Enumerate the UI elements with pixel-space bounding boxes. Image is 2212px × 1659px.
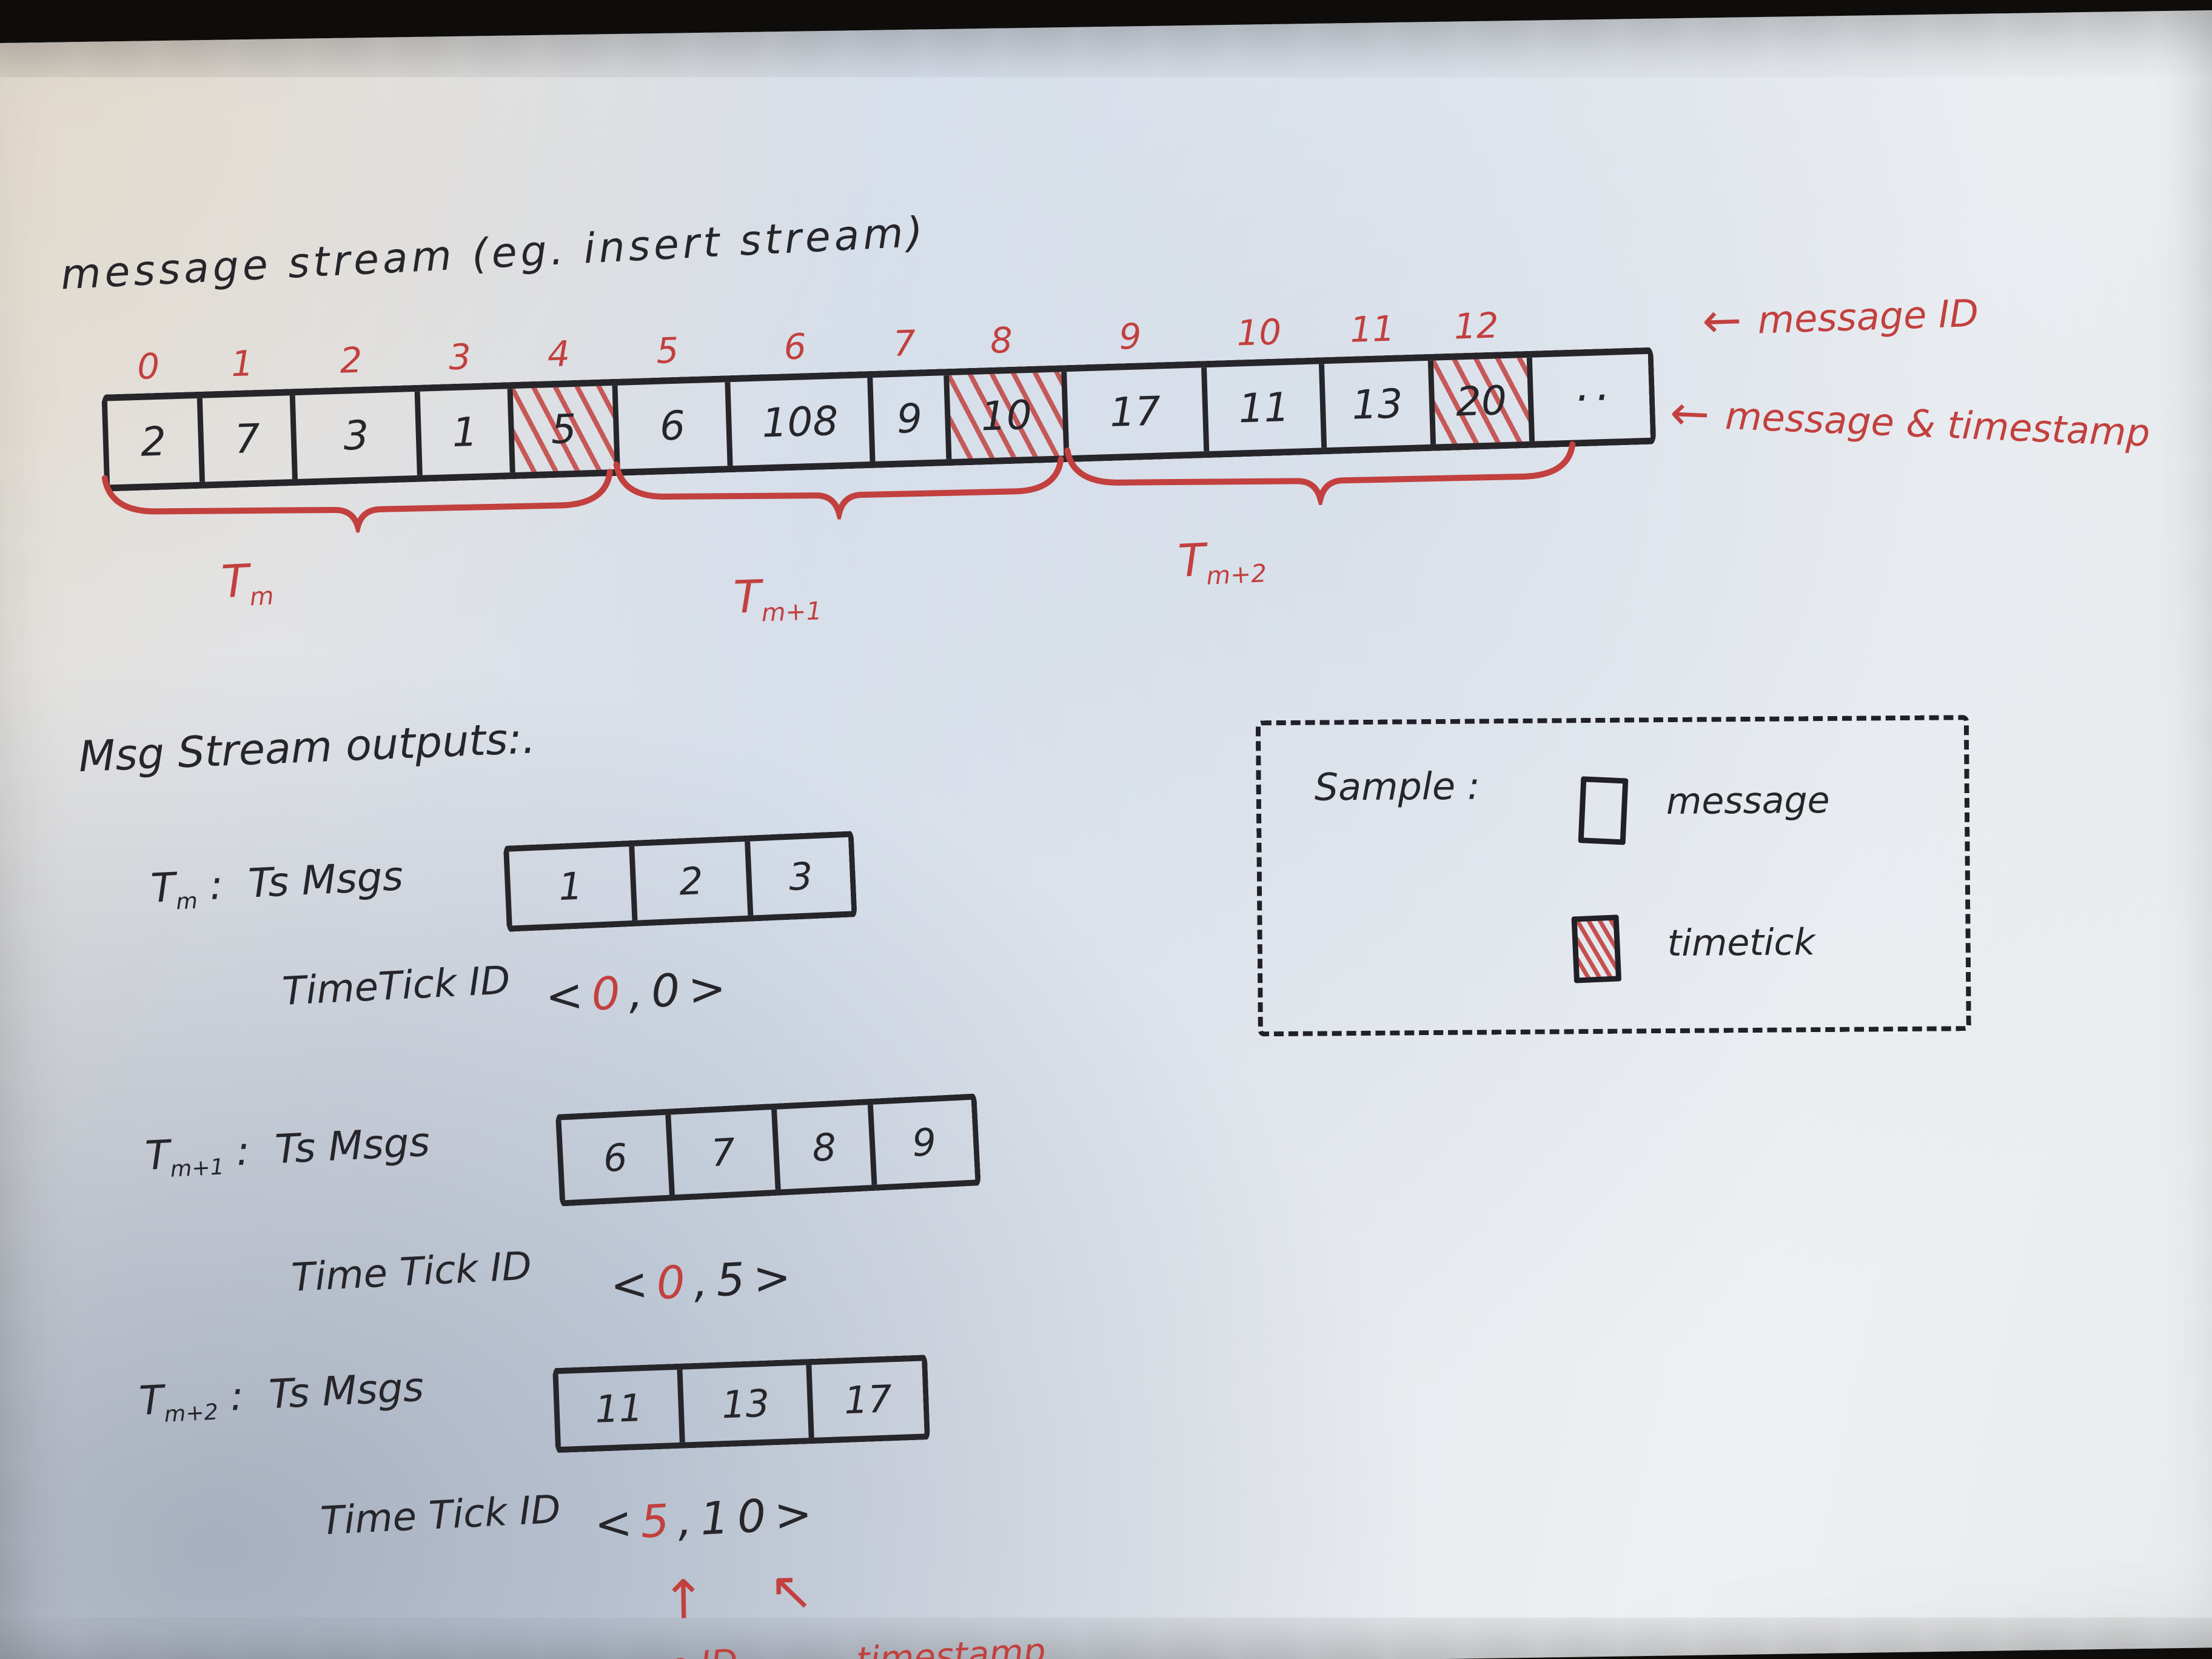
tick-value-tm: <0,0> xyxy=(544,961,736,1024)
message-swatch-icon xyxy=(1578,776,1629,845)
pointer-label-timestamp: timestamp xyxy=(855,1630,1047,1659)
stream-index: 1 xyxy=(230,343,255,385)
output-row-label-tm1: Tm+1 : Ts Msgs xyxy=(144,1118,431,1182)
page-title: message stream (eg. insert stream) xyxy=(59,208,928,300)
stream-cell-timetick: 20 xyxy=(1427,357,1530,444)
msgs-array-tm2: 11 13 17 xyxy=(552,1355,930,1453)
array-cell: 9 xyxy=(867,1099,976,1185)
stream-index: 12 xyxy=(1453,304,1500,347)
timetick-swatch-icon xyxy=(1571,914,1622,984)
stream-index: 7 xyxy=(893,322,917,364)
up-arrow-icon: ↑ xyxy=(660,1568,706,1632)
array-cell: 2 xyxy=(629,841,748,921)
tick-value-tm2: <5,10> xyxy=(593,1487,822,1551)
stream-cell-timetick: 10 xyxy=(943,372,1064,460)
tick-label-tm1: Time Tick ID xyxy=(290,1244,533,1301)
stream-index: 10 xyxy=(1236,311,1282,354)
array-cell: 6 xyxy=(555,1114,669,1201)
output-row-label-tm2: Tm+2 : Ts Msgs xyxy=(138,1363,425,1427)
window-label-tm: Tm xyxy=(220,555,275,612)
array-cell: 7 xyxy=(665,1110,776,1195)
stream-index: 0 xyxy=(136,345,161,387)
stream-index: 5 xyxy=(655,329,680,372)
stream-cell: 11 xyxy=(1201,364,1322,452)
legend-box: Sample : message timetick xyxy=(1255,715,1971,1037)
stream-cell: 9 xyxy=(867,375,947,462)
stream-index: 9 xyxy=(1118,315,1142,358)
left-arrow-icon: ← xyxy=(1701,293,1743,349)
array-cell: 3 xyxy=(745,837,852,916)
tick-label-tm2: Time Tick ID xyxy=(319,1487,562,1544)
brace-icon-tm2 xyxy=(1064,441,1576,509)
array-cell: 8 xyxy=(771,1105,872,1190)
stream-index: 11 xyxy=(1349,307,1396,350)
window-label-tm1: Tm+1 xyxy=(732,571,823,628)
left-arrow-icon: ← xyxy=(1669,386,1711,442)
up-left-arrow-icon: ↖ xyxy=(768,1559,814,1623)
stream-annotation-message-id: ← message ID xyxy=(1701,290,1980,349)
legend-item-label: timetick xyxy=(1667,921,1815,965)
stream-cell: 17 xyxy=(1061,367,1204,456)
stream-index: 4 xyxy=(546,333,571,375)
outputs-heading: Msg Stream outputs:. xyxy=(78,713,537,782)
stream-cell: 6 xyxy=(612,382,728,469)
brace-icon-tm xyxy=(101,469,613,537)
tick-value-tm1: <0,5> xyxy=(609,1250,801,1312)
array-cell: 1 xyxy=(503,846,632,926)
stream-index: 2 xyxy=(339,339,363,381)
msgs-array-tm: 1 2 3 xyxy=(503,831,857,932)
legend-item-label: message xyxy=(1666,779,1830,823)
msgs-array-tm1: 6 7 8 9 xyxy=(555,1093,981,1207)
tick-label-tm: TimeTick ID xyxy=(281,958,512,1014)
stream-cell: 1 xyxy=(414,389,510,475)
window-label-tm2: Tm+2 xyxy=(1176,534,1268,591)
pointer-label-message-id: message ID xyxy=(530,1641,739,1659)
stream-index: 6 xyxy=(783,326,807,368)
stream-index-spacer xyxy=(1524,281,1653,351)
stream-cell: 108 xyxy=(725,378,870,466)
stream-cell: 3 xyxy=(289,391,417,480)
array-cell: 17 xyxy=(806,1361,925,1438)
array-cell: 13 xyxy=(677,1365,809,1443)
stream-annotation-message-timestamp: ← message & timestamp xyxy=(1669,386,2151,455)
brace-icon-tm1 xyxy=(613,456,1064,523)
stream-cell: 7 xyxy=(196,395,292,482)
output-row-label-tm: Tm : Ts Msgs xyxy=(149,853,404,915)
array-cell: 11 xyxy=(552,1369,680,1447)
stream-index: 3 xyxy=(447,336,472,378)
stream-cell-ellipsis: ·· xyxy=(1526,354,1656,441)
stream-cell-timetick: 5 xyxy=(507,386,615,473)
legend-title: Sample : xyxy=(1314,763,1481,809)
stream-index: 8 xyxy=(990,319,1014,361)
stream-cell: 13 xyxy=(1318,360,1431,448)
paper-sheet: message stream (eg. insert stream) 0 1 2… xyxy=(0,10,2212,1659)
